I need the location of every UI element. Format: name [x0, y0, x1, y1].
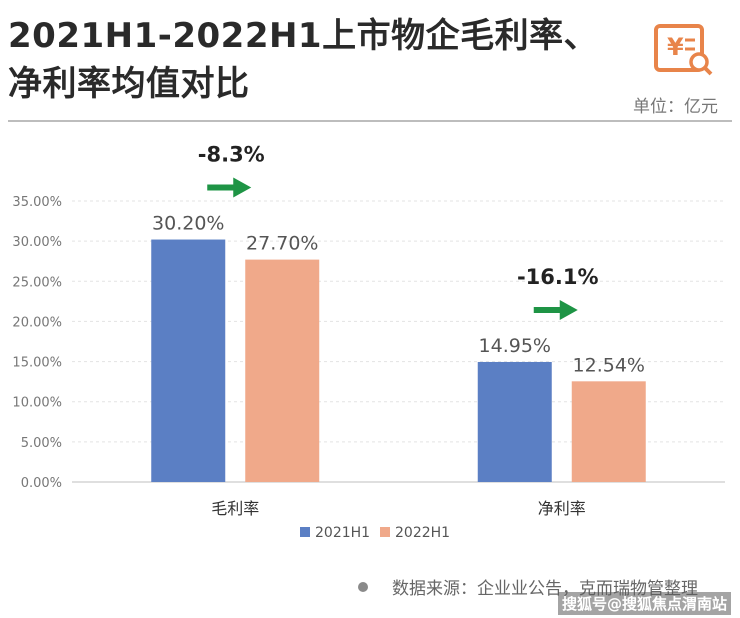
- data-label: 27.70%: [246, 233, 318, 255]
- arrow-right-icon: [207, 177, 252, 198]
- header-divider: [8, 120, 732, 122]
- svg-text:¥: ¥: [667, 33, 684, 61]
- x-tick-label: 净利率: [538, 499, 586, 518]
- y-tick-label: 20.00%: [12, 315, 62, 330]
- source-bullet-icon: [358, 582, 368, 592]
- y-tick-label: 15.00%: [12, 356, 62, 371]
- unit-label: 单位：亿元: [633, 97, 718, 117]
- legend-swatch: [300, 527, 310, 537]
- bar: [245, 259, 320, 482]
- chart-title: 2021H1-2022H1上市物企毛利率、净利率均值对比: [8, 16, 599, 104]
- x-tick-label: 毛利率: [211, 499, 259, 518]
- y-tick-label: 25.00%: [12, 275, 62, 290]
- bar: [477, 361, 552, 482]
- change-annotation: -16.1%: [517, 265, 599, 289]
- legend-label: 2021H1: [315, 525, 370, 541]
- bar: [571, 381, 646, 482]
- legend-swatch: [380, 527, 390, 537]
- y-tick-label: 35.00%: [12, 195, 62, 210]
- y-tick-label: 10.00%: [12, 396, 62, 411]
- data-label: 12.54%: [573, 354, 645, 376]
- y-tick-label: 5.00%: [21, 436, 62, 451]
- data-label: 30.20%: [152, 213, 224, 235]
- bar: [151, 239, 226, 482]
- legend-label: 2022H1: [395, 525, 450, 541]
- yen-report-search-icon: ¥: [654, 24, 713, 76]
- change-annotation: -8.3%: [198, 143, 265, 167]
- data-label: 14.95%: [479, 335, 551, 357]
- y-tick-label: 30.00%: [12, 235, 62, 250]
- arrow-right-icon: [533, 299, 578, 320]
- bar-chart: 0.00% 5.00% 10.00% 15.00% 20.00% 25.00% 30.00%…: [12, 143, 725, 541]
- watermark: 搜狐号@搜狐焦点渭南站: [558, 592, 732, 615]
- y-tick-label: 0.00%: [21, 476, 62, 491]
